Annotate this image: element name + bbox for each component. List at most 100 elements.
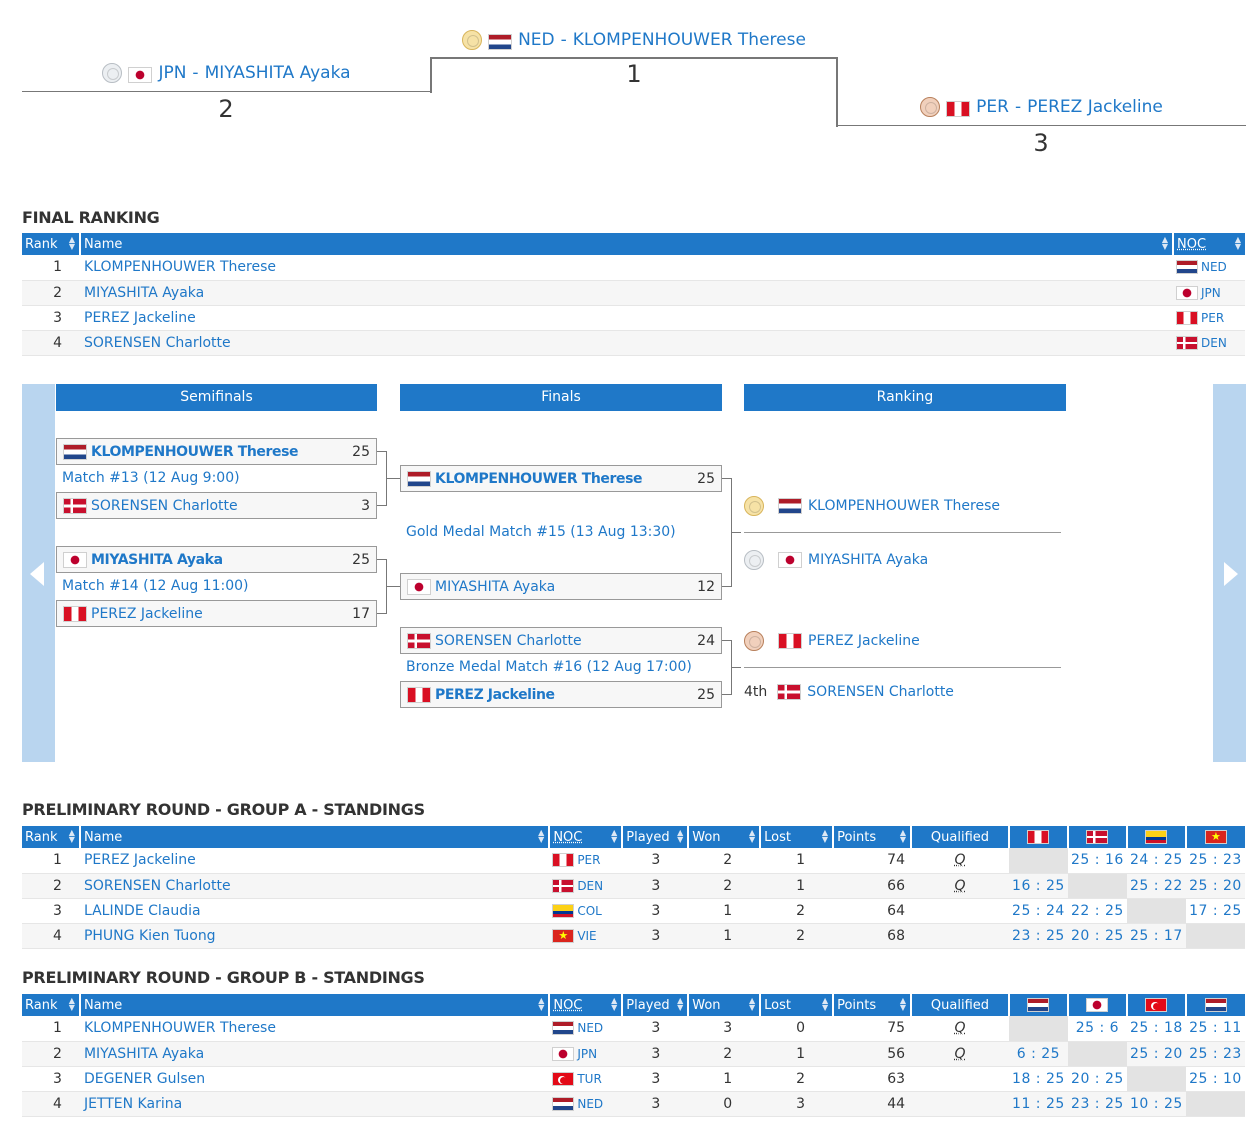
podium-first-noc[interactable]: NED: [518, 30, 555, 50]
bronze-top-name[interactable]: SORENSEN Charlotte: [435, 632, 582, 649]
score-cell[interactable]: 25 : 16: [1067, 848, 1127, 874]
semi2-bottom[interactable]: PEREZ Jackeline 17: [56, 600, 377, 627]
col-played[interactable]: Played ▲ ▼: [622, 994, 690, 1016]
col-won[interactable]: Won ▲ ▼: [688, 826, 762, 848]
col-qualified[interactable]: Qualified: [911, 826, 1010, 848]
score-cell[interactable]: 11 : 25: [1008, 1091, 1068, 1117]
noc[interactable]: DEN: [1176, 335, 1242, 350]
col-played[interactable]: Played ▲ ▼: [622, 826, 690, 848]
bronze-top[interactable]: SORENSEN Charlotte 24: [400, 627, 722, 654]
noc[interactable]: JPN: [552, 1046, 619, 1061]
noc[interactable]: COL: [552, 903, 619, 918]
podium-second-name[interactable]: MIYASHITA Ayaka: [204, 63, 351, 83]
score-cell[interactable]: 25 : 23: [1185, 1041, 1245, 1067]
score-cell[interactable]: 25 : 20: [1185, 873, 1245, 899]
athlete-link[interactable]: PEREZ Jackeline: [83, 852, 196, 869]
score-cell[interactable]: 25 : 18: [1126, 1016, 1186, 1042]
col-noc[interactable]: NOC ▲ ▼: [1173, 233, 1245, 255]
noc[interactable]: PER: [1176, 310, 1242, 325]
semi1-bottom[interactable]: SORENSEN Charlotte 3: [56, 492, 377, 519]
col-qualified[interactable]: Qualified: [911, 994, 1010, 1016]
gold-bottom-name[interactable]: MIYASHITA Ayaka: [435, 578, 556, 595]
col-noc[interactable]: NOC ▲ ▼: [549, 826, 624, 848]
score-cell[interactable]: 25 : 17: [1126, 923, 1186, 949]
noc[interactable]: PER: [552, 853, 619, 868]
athlete-link[interactable]: SORENSEN Charlotte: [84, 334, 231, 351]
noc[interactable]: JPN: [1176, 285, 1242, 300]
athlete-link[interactable]: SORENSEN Charlotte: [83, 877, 231, 894]
col-rank[interactable]: Rank ▲ ▼: [22, 826, 81, 848]
semi2-bottom-name[interactable]: PEREZ Jackeline: [91, 605, 203, 622]
semi2-top[interactable]: MIYASHITA Ayaka 25: [56, 546, 377, 573]
col-won[interactable]: Won ▲ ▼: [688, 994, 762, 1016]
bronze-bottom[interactable]: PEREZ Jackeline 25: [400, 681, 722, 708]
athlete-link[interactable]: PEREZ Jackeline: [84, 309, 196, 326]
athlete-link[interactable]: LALINDE Claudia: [83, 902, 201, 919]
score-cell[interactable]: 25 : 6: [1067, 1016, 1127, 1042]
athlete-link[interactable]: MIYASHITA Ayaka: [83, 1045, 205, 1062]
score-cell[interactable]: 20 : 25: [1067, 923, 1127, 949]
athlete-link[interactable]: JETTEN Karina: [83, 1095, 183, 1112]
score-cell[interactable]: 18 : 25: [1008, 1066, 1068, 1092]
gold-label[interactable]: Gold Medal Match #15 (13 Aug 13:30): [406, 524, 676, 540]
score-cell[interactable]: 23 : 25: [1008, 923, 1068, 949]
score-cell[interactable]: 24 : 25: [1126, 848, 1186, 874]
score-cell[interactable]: 6 : 25: [1008, 1041, 1068, 1067]
noc[interactable]: NED: [552, 1096, 619, 1111]
semi2-label[interactable]: Match #14 (12 Aug 11:00): [62, 578, 249, 594]
noc[interactable]: NED: [1176, 260, 1242, 275]
semi1-label[interactable]: Match #13 (12 Aug 9:00): [62, 470, 240, 486]
podium-second-noc[interactable]: JPN: [158, 63, 187, 83]
gold-top-name[interactable]: KLOMPENHOUWER Therese: [435, 470, 643, 487]
score-cell[interactable]: 16 : 25: [1008, 873, 1068, 899]
col-rank[interactable]: Rank ▲ ▼: [22, 994, 81, 1016]
semi1-top[interactable]: KLOMPENHOUWER Therese 25: [56, 438, 377, 465]
gold-top[interactable]: KLOMPENHOUWER Therese 25: [400, 465, 722, 492]
athlete-link[interactable]: MIYASHITA Ayaka: [84, 284, 205, 301]
podium-first-name[interactable]: KLOMPENHOUWER Therese: [572, 30, 806, 50]
semi2-top-name[interactable]: MIYASHITA Ayaka: [91, 551, 223, 568]
col-name[interactable]: Name ▲ ▼: [79, 994, 551, 1016]
col-lost[interactable]: Lost ▲ ▼: [760, 826, 835, 848]
flag-per-icon: [778, 633, 802, 649]
athlete-link[interactable]: DEGENER Gulsen: [83, 1070, 206, 1087]
col-name[interactable]: Name ▲ ▼: [79, 826, 551, 848]
score-cell[interactable]: 25 : 23: [1185, 848, 1245, 874]
score-cell[interactable]: 23 : 25: [1067, 1091, 1127, 1117]
col-points[interactable]: Points ▲ ▼: [833, 826, 912, 848]
semi1-bottom-name[interactable]: SORENSEN Charlotte: [91, 497, 238, 514]
noc[interactable]: DEN: [552, 878, 619, 893]
score-cell[interactable]: 25 : 10: [1185, 1066, 1245, 1092]
noc[interactable]: NED: [552, 1021, 619, 1036]
col-rank[interactable]: Rank ▲ ▼: [22, 233, 81, 255]
score-cell[interactable]: 25 : 11: [1185, 1016, 1245, 1042]
col-noc[interactable]: NOC ▲ ▼: [549, 994, 624, 1016]
score-cell[interactable]: 25 : 20: [1126, 1041, 1186, 1067]
noc[interactable]: TUR: [552, 1071, 619, 1086]
ranking-bronze-name[interactable]: PEREZ Jackeline: [808, 633, 920, 649]
athlete-link[interactable]: PHUNG Kien Tuong: [83, 927, 216, 944]
col-lost[interactable]: Lost ▲ ▼: [760, 994, 835, 1016]
noc[interactable]: VIE: [552, 928, 619, 944]
score-cell[interactable]: 22 : 25: [1067, 898, 1127, 924]
score-cell[interactable]: 20 : 25: [1067, 1066, 1127, 1092]
col-points[interactable]: Points ▲ ▼: [833, 994, 913, 1016]
ranking-fourth-name[interactable]: SORENSEN Charlotte: [807, 684, 954, 700]
podium-third-noc[interactable]: PER: [976, 97, 1009, 117]
athlete-link[interactable]: KLOMPENHOUWER Therese: [83, 1020, 276, 1037]
bronze-label[interactable]: Bronze Medal Match #16 (12 Aug 17:00): [406, 659, 692, 675]
bracket-prev-button[interactable]: [22, 384, 55, 762]
col-name[interactable]: Name ▲ ▼: [80, 233, 1174, 255]
score-cell[interactable]: 25 : 24: [1008, 898, 1068, 924]
bracket-next-button[interactable]: [1213, 384, 1246, 762]
athlete-link[interactable]: KLOMPENHOUWER Therese: [84, 259, 277, 276]
score-cell[interactable]: 17 : 25: [1185, 898, 1245, 924]
ranking-gold-name[interactable]: KLOMPENHOUWER Therese: [808, 498, 1001, 514]
gold-bottom[interactable]: MIYASHITA Ayaka 12: [400, 573, 722, 600]
score-cell[interactable]: 10 : 25: [1126, 1091, 1186, 1117]
score-cell[interactable]: 25 : 22: [1126, 873, 1186, 899]
podium-third-name[interactable]: PEREZ Jackeline: [1027, 97, 1163, 117]
semi1-top-name[interactable]: KLOMPENHOUWER Therese: [91, 443, 299, 460]
ranking-silver-name[interactable]: MIYASHITA Ayaka: [808, 552, 929, 568]
bronze-bottom-name[interactable]: PEREZ Jackeline: [435, 686, 555, 703]
